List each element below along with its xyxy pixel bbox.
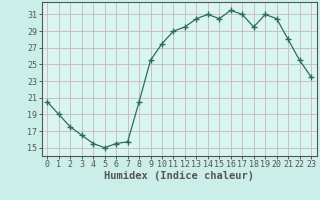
X-axis label: Humidex (Indice chaleur): Humidex (Indice chaleur) — [104, 171, 254, 181]
